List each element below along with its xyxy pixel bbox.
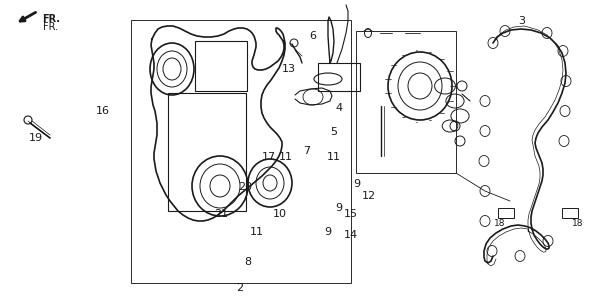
Text: 17: 17 bbox=[261, 151, 276, 162]
Text: 12: 12 bbox=[362, 191, 376, 201]
Bar bbox=[195, 41, 247, 91]
Text: 11: 11 bbox=[250, 227, 264, 237]
Text: 9: 9 bbox=[324, 227, 331, 237]
Text: 19: 19 bbox=[28, 133, 42, 144]
Text: 9: 9 bbox=[353, 178, 360, 189]
Text: 6: 6 bbox=[309, 31, 316, 41]
Text: FR.: FR. bbox=[42, 22, 58, 32]
Text: 20: 20 bbox=[238, 182, 252, 192]
Text: 4: 4 bbox=[336, 103, 343, 113]
Text: 9: 9 bbox=[336, 203, 343, 213]
Text: 15: 15 bbox=[344, 209, 358, 219]
Text: 16: 16 bbox=[96, 106, 110, 116]
Text: 10: 10 bbox=[273, 209, 287, 219]
Bar bbox=[318, 63, 360, 91]
Text: 18: 18 bbox=[572, 219, 584, 228]
Text: 2: 2 bbox=[237, 283, 244, 293]
Text: 3: 3 bbox=[519, 16, 526, 26]
Bar bbox=[356, 31, 456, 173]
Bar bbox=[562, 208, 578, 218]
Bar bbox=[131, 20, 351, 283]
Bar bbox=[498, 208, 514, 218]
Text: 11: 11 bbox=[326, 151, 340, 162]
Text: 21: 21 bbox=[214, 209, 228, 219]
Text: 14: 14 bbox=[344, 230, 358, 240]
Text: 18: 18 bbox=[494, 219, 506, 228]
Text: 5: 5 bbox=[330, 127, 337, 138]
Text: 11: 11 bbox=[279, 151, 293, 162]
Bar bbox=[168, 93, 246, 211]
Text: FR.: FR. bbox=[42, 14, 60, 24]
Text: 8: 8 bbox=[244, 257, 251, 267]
Text: 7: 7 bbox=[303, 145, 310, 156]
Text: 13: 13 bbox=[282, 64, 296, 74]
